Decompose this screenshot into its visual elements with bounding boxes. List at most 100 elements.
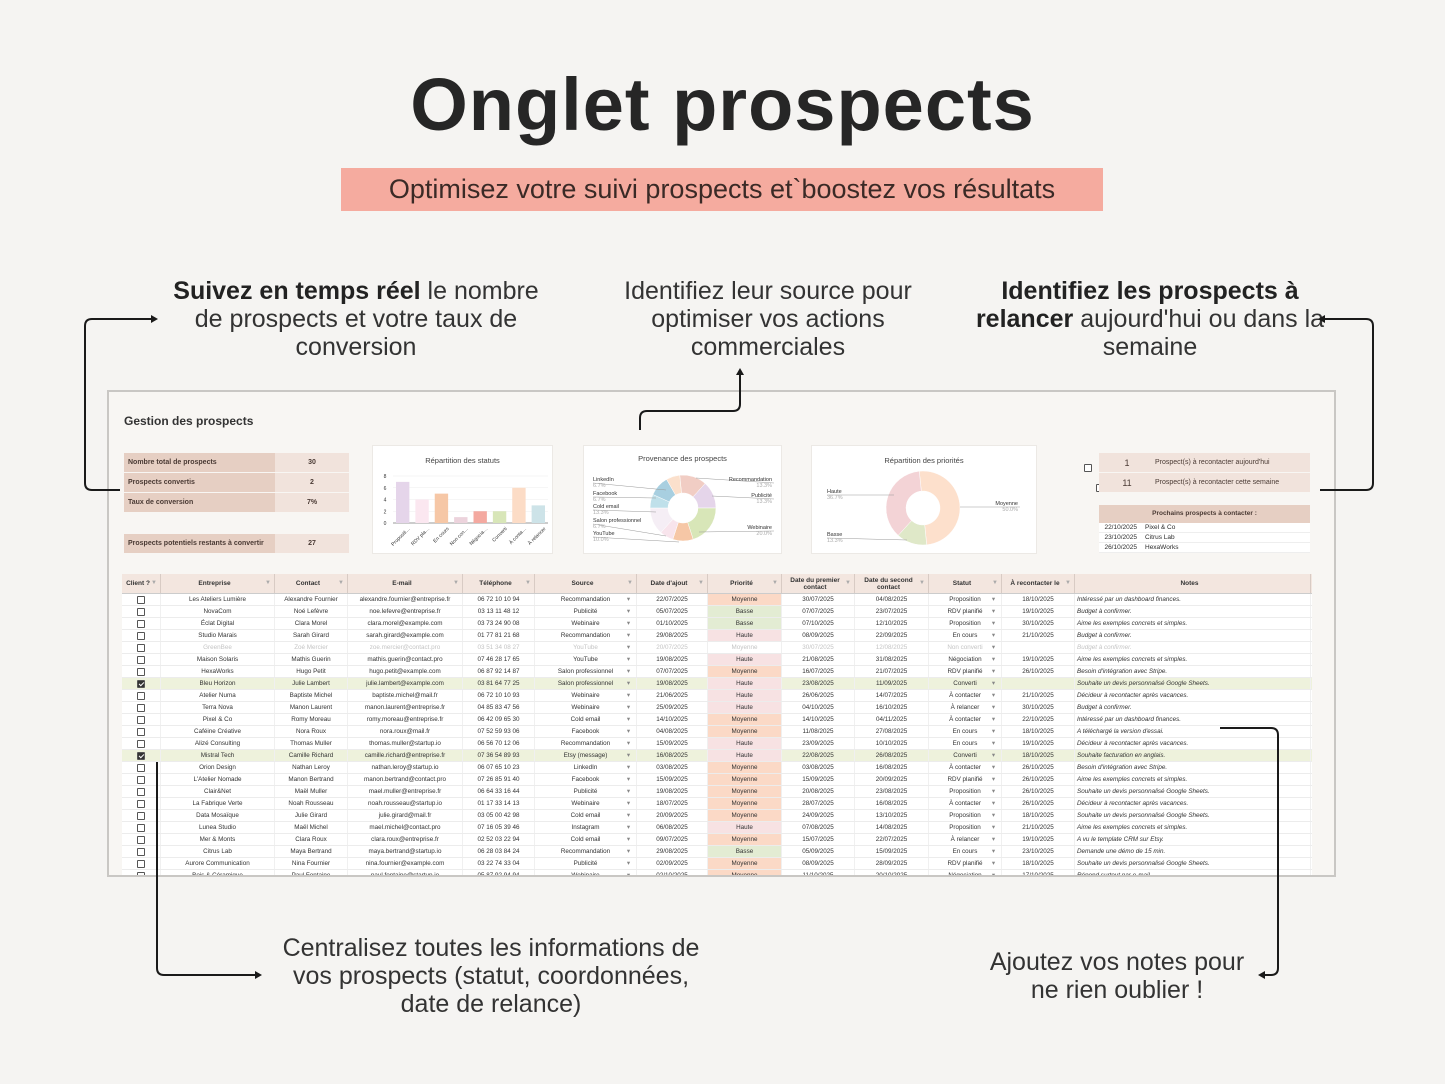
table-cell[interactable]: À contacter ▾ xyxy=(929,714,1002,725)
table-cell[interactable]: Proposition ▾ xyxy=(929,786,1002,797)
dropdown-icon[interactable]: ▾ xyxy=(991,776,995,783)
table-cell[interactable]: Salon professionnel ▾ xyxy=(535,666,637,677)
table-cell[interactable]: À relancer ▾ xyxy=(929,702,1002,713)
table-cell[interactable]: En cours ▾ xyxy=(929,738,1002,749)
dropdown-icon[interactable]: ▾ xyxy=(626,644,630,651)
table-cell[interactable]: Webinaire ▾ xyxy=(535,702,637,713)
table-cell[interactable]: Etsy (message) ▾ xyxy=(535,750,637,761)
dropdown-icon[interactable]: ▾ xyxy=(626,812,630,819)
table-cell[interactable]: Publicité ▾ xyxy=(535,858,637,869)
dropdown-icon[interactable]: ▾ xyxy=(991,716,995,723)
dropdown-icon[interactable]: ▾ xyxy=(991,596,995,603)
dropdown-icon[interactable]: ▾ xyxy=(626,596,630,603)
client-checkbox[interactable] xyxy=(137,668,145,676)
table-cell[interactable]: Webinaire ▾ xyxy=(535,618,637,629)
dropdown-icon[interactable]: ▾ xyxy=(626,608,630,615)
table-cell[interactable]: Webinaire ▾ xyxy=(535,798,637,809)
column-header[interactable]: Date du second contact ▼ xyxy=(855,574,929,593)
table-cell[interactable]: RDV planifié ▾ xyxy=(929,606,1002,617)
dropdown-icon[interactable]: ▾ xyxy=(626,788,630,795)
dropdown-icon[interactable]: ▾ xyxy=(991,752,995,759)
dropdown-icon[interactable]: ▾ xyxy=(626,632,630,639)
dropdown-icon[interactable]: ▾ xyxy=(626,848,630,855)
dropdown-icon[interactable]: ▾ xyxy=(991,632,995,639)
table-cell[interactable]: Recommandation ▾ xyxy=(535,594,637,605)
dropdown-icon[interactable]: ▾ xyxy=(626,740,630,747)
filter-icon[interactable]: ▼ xyxy=(453,580,459,586)
column-header[interactable]: Notes xyxy=(1075,574,1311,593)
table-cell[interactable]: Salon professionnel ▾ xyxy=(535,678,637,689)
dropdown-icon[interactable]: ▾ xyxy=(991,620,995,627)
table-cell[interactable]: Proposition ▾ xyxy=(929,822,1002,833)
table-cell[interactable]: Webinaire ▾ xyxy=(535,870,637,875)
client-checkbox[interactable] xyxy=(137,764,145,772)
table-cell[interactable]: Publicité ▾ xyxy=(535,606,637,617)
client-checkbox[interactable] xyxy=(137,644,145,652)
client-checkbox[interactable] xyxy=(137,776,145,784)
column-header[interactable]: Statut ▼ xyxy=(929,574,1002,593)
client-checkbox[interactable] xyxy=(137,704,145,712)
table-cell[interactable]: À contacter ▾ xyxy=(929,798,1002,809)
dropdown-icon[interactable]: ▾ xyxy=(991,824,995,831)
table-cell[interactable]: En cours ▾ xyxy=(929,630,1002,641)
dropdown-icon[interactable]: ▾ xyxy=(626,752,630,759)
column-header[interactable]: Source ▼ xyxy=(535,574,637,593)
filter-icon[interactable]: ▼ xyxy=(698,580,704,586)
dropdown-icon[interactable]: ▾ xyxy=(991,644,995,651)
table-cell[interactable]: Facebook ▾ xyxy=(535,726,637,737)
table-cell[interactable]: Négociation ▾ xyxy=(929,870,1002,877)
filter-icon[interactable]: ▼ xyxy=(627,580,633,586)
filter-icon[interactable]: ▼ xyxy=(845,580,851,586)
client-checkbox[interactable] xyxy=(137,716,145,724)
client-checkbox[interactable] xyxy=(137,788,145,796)
table-cell[interactable]: Publicité ▾ xyxy=(535,786,637,797)
client-checkbox[interactable] xyxy=(137,800,145,808)
table-cell[interactable]: Instagram ▾ xyxy=(535,822,637,833)
dropdown-icon[interactable]: ▾ xyxy=(626,764,630,771)
column-header[interactable]: À recontacter le ▼ xyxy=(1002,574,1075,593)
table-cell[interactable]: Négociation ▾ xyxy=(929,654,1002,665)
dropdown-icon[interactable]: ▾ xyxy=(991,608,995,615)
table-cell[interactable]: Recommandation ▾ xyxy=(535,738,637,749)
dropdown-icon[interactable]: ▾ xyxy=(626,620,630,627)
filter-icon[interactable]: ▼ xyxy=(992,580,998,586)
table-cell[interactable]: Proposition ▾ xyxy=(929,594,1002,605)
filter-icon[interactable]: ▼ xyxy=(525,580,531,586)
dropdown-icon[interactable]: ▾ xyxy=(991,692,995,699)
client-checkbox[interactable] xyxy=(137,596,145,604)
dropdown-icon[interactable]: ▾ xyxy=(626,776,630,783)
column-header[interactable]: Contact ▼ xyxy=(275,574,348,593)
table-cell[interactable]: En cours ▾ xyxy=(929,726,1002,737)
dropdown-icon[interactable]: ▾ xyxy=(626,800,630,807)
table-cell[interactable]: LinkedIn ▾ xyxy=(535,762,637,773)
client-checkbox[interactable] xyxy=(137,860,145,868)
column-header[interactable]: Date d'ajout ▼ xyxy=(637,574,708,593)
filter-icon[interactable]: ▼ xyxy=(151,580,157,586)
client-checkbox[interactable] xyxy=(137,812,145,820)
table-cell[interactable]: Converti ▾ xyxy=(929,750,1002,761)
table-cell[interactable]: Recommandation ▾ xyxy=(535,630,637,641)
table-cell[interactable]: YouTube ▾ xyxy=(535,654,637,665)
filter-icon[interactable]: ▼ xyxy=(1065,580,1071,586)
table-cell[interactable]: Non converti ▾ xyxy=(929,642,1002,653)
dropdown-icon[interactable]: ▾ xyxy=(991,848,995,855)
client-checkbox[interactable] xyxy=(137,620,145,628)
dropdown-icon[interactable]: ▾ xyxy=(991,836,995,843)
client-checkbox[interactable] xyxy=(137,680,145,688)
table-cell[interactable]: Converti ▾ xyxy=(929,678,1002,689)
table-cell[interactable]: RDV planifié ▾ xyxy=(929,666,1002,677)
table-cell[interactable]: Cold email ▾ xyxy=(535,810,637,821)
dropdown-icon[interactable]: ▾ xyxy=(991,872,995,877)
client-checkbox[interactable] xyxy=(137,824,145,832)
dropdown-icon[interactable]: ▾ xyxy=(626,836,630,843)
table-cell[interactable]: Cold email ▾ xyxy=(535,834,637,845)
column-header[interactable]: E-mail ▼ xyxy=(348,574,463,593)
dropdown-icon[interactable]: ▾ xyxy=(626,860,630,867)
dropdown-icon[interactable]: ▾ xyxy=(626,668,630,675)
column-header[interactable]: Client ? ▼ xyxy=(122,574,161,593)
dropdown-icon[interactable]: ▾ xyxy=(991,704,995,711)
filter-icon[interactable]: ▼ xyxy=(772,580,778,586)
dropdown-icon[interactable]: ▾ xyxy=(991,860,995,867)
table-cell[interactable]: Facebook ▾ xyxy=(535,774,637,785)
client-checkbox[interactable] xyxy=(137,836,145,844)
